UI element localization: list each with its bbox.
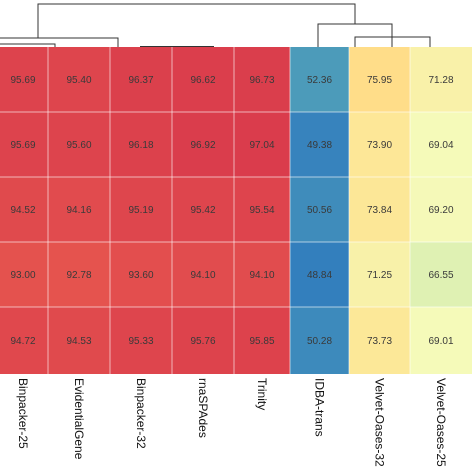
heatmap-cell xyxy=(48,47,110,112)
heatmap-cell xyxy=(290,47,349,112)
heatmap-cell xyxy=(410,242,472,307)
cell-value-label: 50.28 xyxy=(307,336,332,347)
cell-value-label: 48.84 xyxy=(307,270,332,281)
dendrogram-branch xyxy=(0,43,56,47)
heatmap-cell xyxy=(234,307,290,374)
heatmap-cell xyxy=(110,47,172,112)
column-labels: Binpacker-25 EvidentialGene Binpacker-32 rn… xyxy=(16,378,448,467)
heatmap-cell xyxy=(349,242,410,307)
cell-value-label: 96.92 xyxy=(190,140,215,151)
cell-value-label: 95.33 xyxy=(128,336,153,347)
cell-value-label: 95.60 xyxy=(66,140,91,151)
heatmap-cell xyxy=(349,307,410,374)
heatmap-cell xyxy=(110,177,172,242)
heatmap-cell xyxy=(172,112,234,177)
cell-value-label: 75.95 xyxy=(367,75,392,86)
cell-value-label: 69.04 xyxy=(428,140,453,151)
column-label: rnaSPAdes xyxy=(196,378,210,438)
heatmap-cell xyxy=(410,47,472,112)
heatmap-cell xyxy=(234,47,290,112)
dendrogram-branch xyxy=(37,3,356,38)
cell-value-label: 94.72 xyxy=(10,336,35,347)
dendrogram-branch xyxy=(354,36,431,47)
cell-value-label: 94.53 xyxy=(66,336,91,347)
cell-value-label: 95.85 xyxy=(249,336,274,347)
cell-value-label: 95.19 xyxy=(128,205,153,216)
cell-value-label: 94.52 xyxy=(10,205,35,216)
heatmap-cell xyxy=(0,112,48,177)
dendrogram-branch xyxy=(317,23,393,47)
heatmap-cell xyxy=(0,47,48,112)
column-label: Trinity xyxy=(255,378,269,410)
cell-value-label: 96.73 xyxy=(249,75,274,86)
cell-value-label: 66.55 xyxy=(428,270,453,281)
heatmap-cell xyxy=(234,242,290,307)
heatmap-cell xyxy=(110,307,172,374)
heatmap-cell xyxy=(349,177,410,242)
heatmap-cell xyxy=(349,112,410,177)
cell-value-label: 73.73 xyxy=(367,336,392,347)
cell-value-label: 95.69 xyxy=(10,75,35,86)
cell-value-label: 95.42 xyxy=(190,205,215,216)
column-label: Binpacker-32 xyxy=(134,378,148,449)
column-label: IDBA-trans xyxy=(313,378,327,437)
heatmap-cell xyxy=(110,242,172,307)
column-label: EvidentialGene xyxy=(72,378,86,460)
cell-value-label: 52.36 xyxy=(307,75,332,86)
heatmap-cells xyxy=(0,47,474,374)
heatmap-cell xyxy=(48,307,110,374)
heatmap-cell xyxy=(410,307,472,374)
cell-value-label: 69.01 xyxy=(428,336,453,347)
heatmap-cell xyxy=(172,47,234,112)
cell-value-label: 95.40 xyxy=(66,75,91,86)
heatmap-cell xyxy=(234,112,290,177)
cell-value-label: 93.60 xyxy=(128,270,153,281)
heatmap-cell xyxy=(290,112,349,177)
heatmap-cell xyxy=(172,307,234,374)
cell-value-label: 96.18 xyxy=(128,140,153,151)
heatmap-cell xyxy=(172,177,234,242)
cell-value-label: 96.62 xyxy=(190,75,215,86)
heatmap-cell xyxy=(290,307,349,374)
cell-value-label: 71.25 xyxy=(367,270,392,281)
heatmap-cell xyxy=(234,177,290,242)
column-label: Velvet-Oases-25 xyxy=(434,378,448,467)
column-dendrogram xyxy=(0,3,431,48)
column-label: Binpacker-25 xyxy=(16,378,30,449)
heatmap-cell-labels: 95.69 95.40 96.37 96.62 96.73 52.36 75.95 71.28… xyxy=(10,75,453,347)
cell-value-label: 49.38 xyxy=(307,140,332,151)
heatmap-cell xyxy=(290,242,349,307)
cell-value-label: 92.78 xyxy=(66,270,91,281)
heatmap-cell xyxy=(48,242,110,307)
cell-value-label: 73.84 xyxy=(367,205,392,216)
heatmap-cell xyxy=(0,307,48,374)
heatmap-cell xyxy=(290,177,349,242)
heatmap-cell xyxy=(48,177,110,242)
cell-value-label: 94.16 xyxy=(66,205,91,216)
heatmap-cell xyxy=(0,177,48,242)
cell-value-label: 69.20 xyxy=(428,205,453,216)
heatmap-cell xyxy=(410,177,472,242)
cell-value-label: 95.54 xyxy=(249,205,274,216)
cell-value-label: 97.04 xyxy=(249,140,274,151)
heatmap-cell xyxy=(349,47,410,112)
cell-value-label: 95.76 xyxy=(190,336,215,347)
cell-value-label: 71.28 xyxy=(428,75,453,86)
cell-value-label: 94.10 xyxy=(249,270,274,281)
dendrogram-branch xyxy=(0,37,119,47)
heatmap-cell xyxy=(410,112,472,177)
cell-value-label: 93.00 xyxy=(10,270,35,281)
cell-value-label: 50.56 xyxy=(307,205,332,216)
cell-value-label: 96.37 xyxy=(128,75,153,86)
heatmap-cell xyxy=(172,242,234,307)
cell-value-label: 73.90 xyxy=(367,140,392,151)
heatmap-cell xyxy=(110,112,172,177)
cell-value-label: 94.10 xyxy=(190,270,215,281)
cell-value-label: 95.69 xyxy=(10,140,35,151)
heatmap-cell xyxy=(0,242,48,307)
heatmap-cell xyxy=(48,112,110,177)
column-label: Velvet-Oases-32 xyxy=(373,378,387,467)
